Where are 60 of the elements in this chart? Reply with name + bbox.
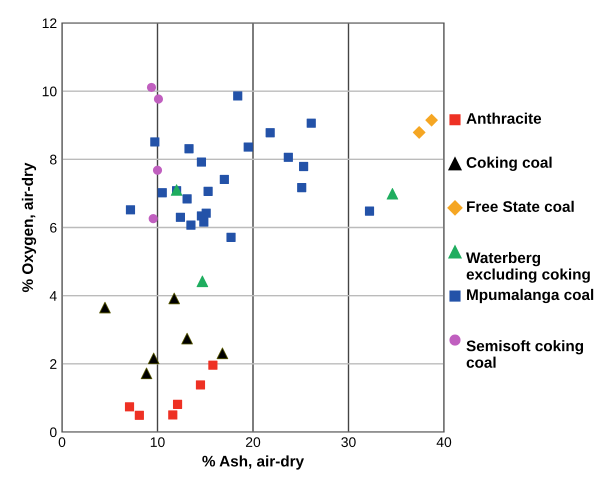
point (99, 302, 111, 314)
legend-label: Anthracite (466, 112, 542, 124)
legend-label: Waterberg excluding coking (466, 252, 590, 283)
point (220, 174, 229, 184)
point (364, 206, 374, 216)
x-tick-label: 30 (341, 437, 356, 448)
y-tick-label: 12 (42, 18, 56, 28)
point (168, 292, 180, 304)
y-tick-label: 10 (42, 86, 57, 96)
point (148, 214, 158, 224)
point (126, 205, 136, 214)
x-tick-label: 20 (246, 437, 260, 448)
point (208, 360, 218, 370)
y-axis-title: % Oxygen, air-dry (22, 162, 36, 292)
point (186, 220, 196, 230)
point (196, 380, 206, 390)
point (158, 188, 167, 198)
point (199, 217, 208, 227)
legend-label: Free State coal (467, 200, 574, 212)
point (412, 126, 426, 139)
point (148, 352, 160, 364)
y-tick-label: 0 (50, 427, 57, 438)
point (184, 144, 194, 154)
x-axis-title: % Ash, air-dry (202, 455, 304, 470)
point (154, 94, 164, 104)
y-tick-label: 2 (50, 359, 56, 369)
point (216, 347, 228, 360)
point (425, 114, 438, 126)
y-tick-label: 4 (50, 291, 57, 301)
legend-label: Mpumalanga coal (467, 288, 594, 304)
point (196, 276, 208, 288)
point (204, 186, 213, 196)
point (146, 82, 156, 92)
point (172, 400, 182, 409)
point (299, 162, 308, 172)
point (181, 332, 193, 344)
point (140, 368, 152, 380)
point (266, 128, 275, 138)
legend-label: Semisoft coking coal (466, 340, 584, 368)
point (152, 166, 162, 175)
x-tick-label: 40 (436, 437, 452, 448)
point (176, 212, 186, 222)
x-tick-label: 0 (58, 437, 66, 448)
y-tick-label: 8 (50, 154, 57, 165)
point (134, 410, 144, 420)
point (196, 157, 206, 167)
legend-label: Coking coal (466, 156, 552, 171)
point (226, 232, 236, 242)
point (150, 137, 160, 147)
point (284, 152, 293, 162)
point (124, 402, 134, 412)
point (306, 118, 316, 128)
point (168, 410, 178, 420)
point (244, 142, 253, 152)
x-tick-label: 10 (150, 437, 165, 448)
point (182, 194, 192, 204)
point (386, 188, 398, 200)
y-tick-label: 6 (50, 222, 57, 233)
point (233, 91, 242, 101)
point (297, 183, 306, 192)
